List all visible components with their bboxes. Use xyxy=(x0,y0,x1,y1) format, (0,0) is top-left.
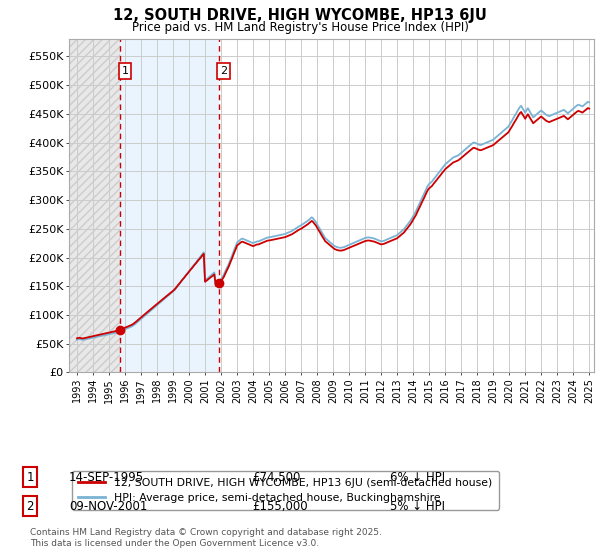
Bar xyxy=(121,39,219,372)
Text: 14-SEP-1995: 14-SEP-1995 xyxy=(69,470,144,484)
Text: 1: 1 xyxy=(26,470,34,484)
Text: Contains HM Land Registry data © Crown copyright and database right 2025.
This d: Contains HM Land Registry data © Crown c… xyxy=(30,528,382,548)
Text: 12, SOUTH DRIVE, HIGH WYCOMBE, HP13 6JU: 12, SOUTH DRIVE, HIGH WYCOMBE, HP13 6JU xyxy=(113,8,487,24)
Text: 6% ↓ HPI: 6% ↓ HPI xyxy=(390,470,445,484)
Text: 2: 2 xyxy=(220,66,227,76)
Text: £155,000: £155,000 xyxy=(252,500,308,513)
Text: 5% ↓ HPI: 5% ↓ HPI xyxy=(390,500,445,513)
Text: £74,500: £74,500 xyxy=(252,470,301,484)
Text: 2: 2 xyxy=(26,500,34,513)
Text: 1: 1 xyxy=(122,66,128,76)
Legend: 12, SOUTH DRIVE, HIGH WYCOMBE, HP13 6JU (semi-detached house), HPI: Average pric: 12, SOUTH DRIVE, HIGH WYCOMBE, HP13 6JU … xyxy=(72,471,499,510)
Bar xyxy=(69,39,121,372)
Text: Price paid vs. HM Land Registry's House Price Index (HPI): Price paid vs. HM Land Registry's House … xyxy=(131,21,469,34)
Text: 09-NOV-2001: 09-NOV-2001 xyxy=(69,500,148,513)
